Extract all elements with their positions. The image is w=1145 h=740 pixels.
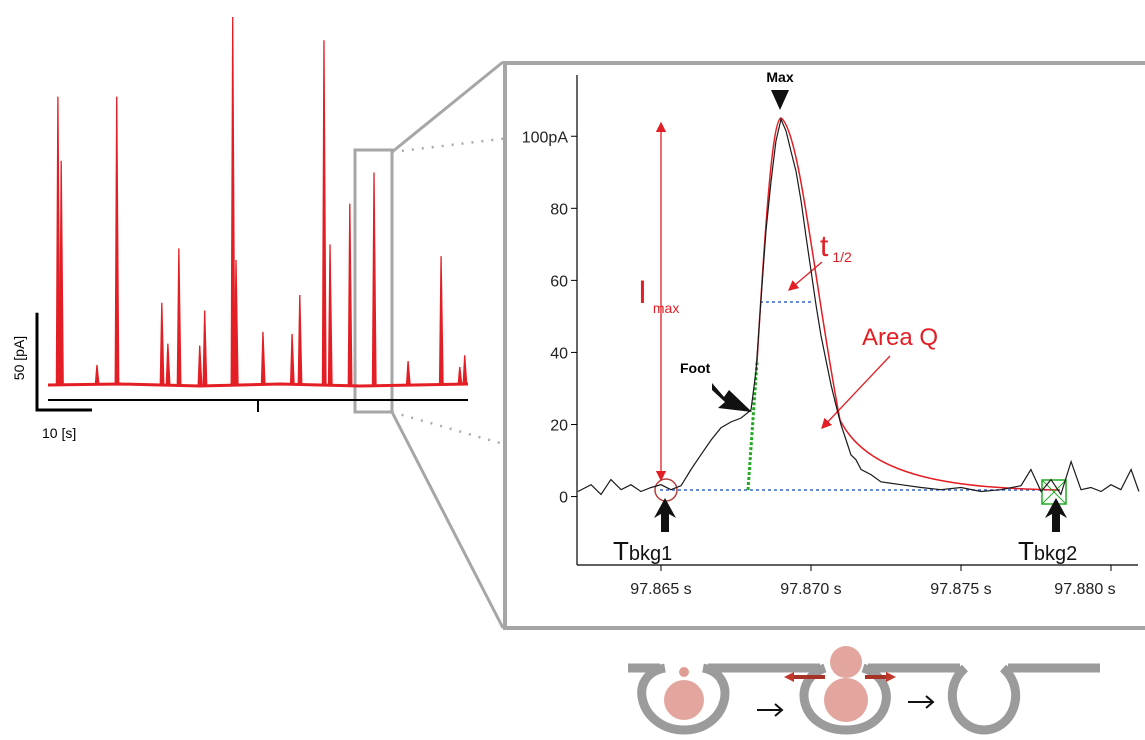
fusion-diagram [628,663,1100,735]
spike [321,40,327,386]
x-tick-label: 97.865 s [630,581,691,598]
diagram-particles [664,646,896,722]
spike [159,302,165,386]
spike [197,345,203,386]
annotation-tbkg2: Tbkg2 [1018,536,1077,566]
spike [176,248,182,386]
spike [371,172,377,386]
x-tick-label: 97.880 s [1054,581,1115,598]
annotation-tbkg2-main: T [1018,536,1034,566]
y-tick-label: 20 [550,417,568,434]
y-tick-label: 0 [559,490,568,507]
spike [202,310,208,386]
annotation-t-half-sub: 1/2 [832,249,852,265]
annotation-tbkg1-sub: bkg1 [629,543,672,565]
x-tick-label: 97.875 s [930,581,991,598]
y-tick-label: 80 [550,201,568,218]
spike [347,203,353,386]
annotation-max: Max [766,69,793,85]
annotation-tbkg2-sub: bkg2 [1034,543,1077,565]
scale-label-y: 50 [pA] [11,336,27,380]
spike [55,96,61,386]
annotation-i-max-sub: max [653,300,679,316]
overview-trace [47,382,469,412]
spike [165,343,171,386]
spike [59,160,64,386]
diagram-arrows [757,695,935,717]
x-tick-label: 97.870 s [780,581,841,598]
annotation-foot: Foot [680,360,711,376]
y-tick-label: 100pA [522,129,569,146]
spike [438,256,444,386]
spike [405,361,411,386]
spike [260,331,266,386]
zoom-guides [353,60,1145,630]
spike [233,259,239,386]
y-tick-label: 60 [550,273,568,290]
spike [297,294,303,386]
spike [327,244,333,386]
spike [94,364,100,386]
spike [457,366,463,386]
fit-overlays [654,90,1067,532]
annotation-i-max-main: I [638,274,647,310]
annotation-t-half: t 1/2 [820,230,852,265]
scale-label-x: 10 [s] [42,425,76,441]
current-trace [577,117,1140,496]
annotation-tbkg1: Tbkg1 [613,536,672,566]
y-tick-label: 40 [550,345,568,362]
annotation-tbkg1-main: T [613,536,629,566]
annotation-area: Area Q [862,324,938,351]
annotation-t-half-main: t [820,230,829,263]
spike [230,16,236,386]
spike [114,96,120,386]
spike [462,355,468,386]
spike [289,333,295,386]
